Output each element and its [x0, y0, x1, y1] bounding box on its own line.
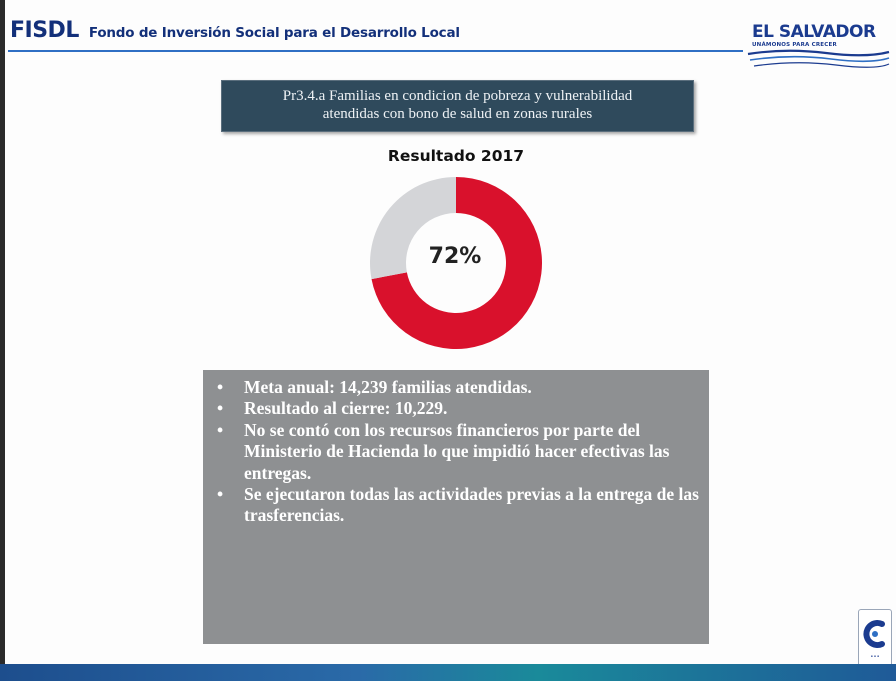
notes-item-text: Meta anual: 14,239 familias atendidas.	[244, 377, 532, 397]
footer-bar	[0, 664, 896, 681]
header-title: FISDL Fondo de Inversión Social para el …	[10, 18, 460, 43]
el-salvador-logo: EL SALVADOR UNÁMONOS PARA CRECER	[746, 20, 891, 72]
notes-item: • Resultado al cierre: 10,229.	[217, 398, 699, 419]
notes-list: • Meta anual: 14,239 familias atendidas. …	[203, 370, 709, 527]
seal-mark: • • •	[870, 654, 880, 660]
notes-box: • Meta anual: 14,239 familias atendidas. …	[203, 370, 709, 644]
donut-chart	[370, 177, 542, 349]
bullet-icon: •	[217, 398, 224, 419]
chart-title: Pr3.4.a Familias en condicion de pobreza…	[222, 87, 693, 123]
slide-left-edge	[0, 0, 5, 681]
notes-item-text: Resultado al cierre: 10,229.	[244, 398, 448, 419]
brand-name: FISDL	[10, 18, 79, 43]
notes-item-text: Se ejecutaron todas las actividades prev…	[244, 484, 699, 526]
chart-subtitle: Resultado 2017	[387, 147, 525, 165]
seal-c-icon	[863, 620, 885, 648]
logo-name: EL SALVADOR	[752, 22, 876, 42]
bullet-icon: •	[217, 419, 224, 440]
logo-tagline: UNÁMONOS PARA CRECER	[752, 42, 837, 48]
brand-subtitle: Fondo de Inversión Social para el Desarr…	[88, 25, 460, 41]
donut-center-label: 72%	[428, 244, 482, 269]
donut-slice-0	[371, 177, 542, 349]
chart-title-line-1: Pr3.4.a Familias en condicion de pobreza…	[282, 88, 633, 104]
bullet-icon: •	[217, 484, 224, 505]
wave-icon	[747, 49, 890, 68]
chart-title-box: Pr3.4.a Familias en condicion de pobreza…	[221, 80, 694, 132]
chart-title-line-2: atendidas con bono de salud en zonas rur…	[322, 106, 593, 122]
bullet-icon: •	[217, 377, 224, 397]
institution-seal: • • •	[858, 609, 892, 671]
header-divider	[8, 50, 743, 52]
notes-item: • No se contó con los recursos financiero…	[217, 420, 699, 484]
donut-slice-1	[370, 177, 456, 280]
notes-item: • Se ejecutaron todas las actividades pre…	[217, 484, 699, 527]
notes-item: • Meta anual: 14,239 familias atendidas.	[217, 377, 699, 398]
notes-item-text: No se contó con los recursos financieros…	[244, 419, 670, 483]
